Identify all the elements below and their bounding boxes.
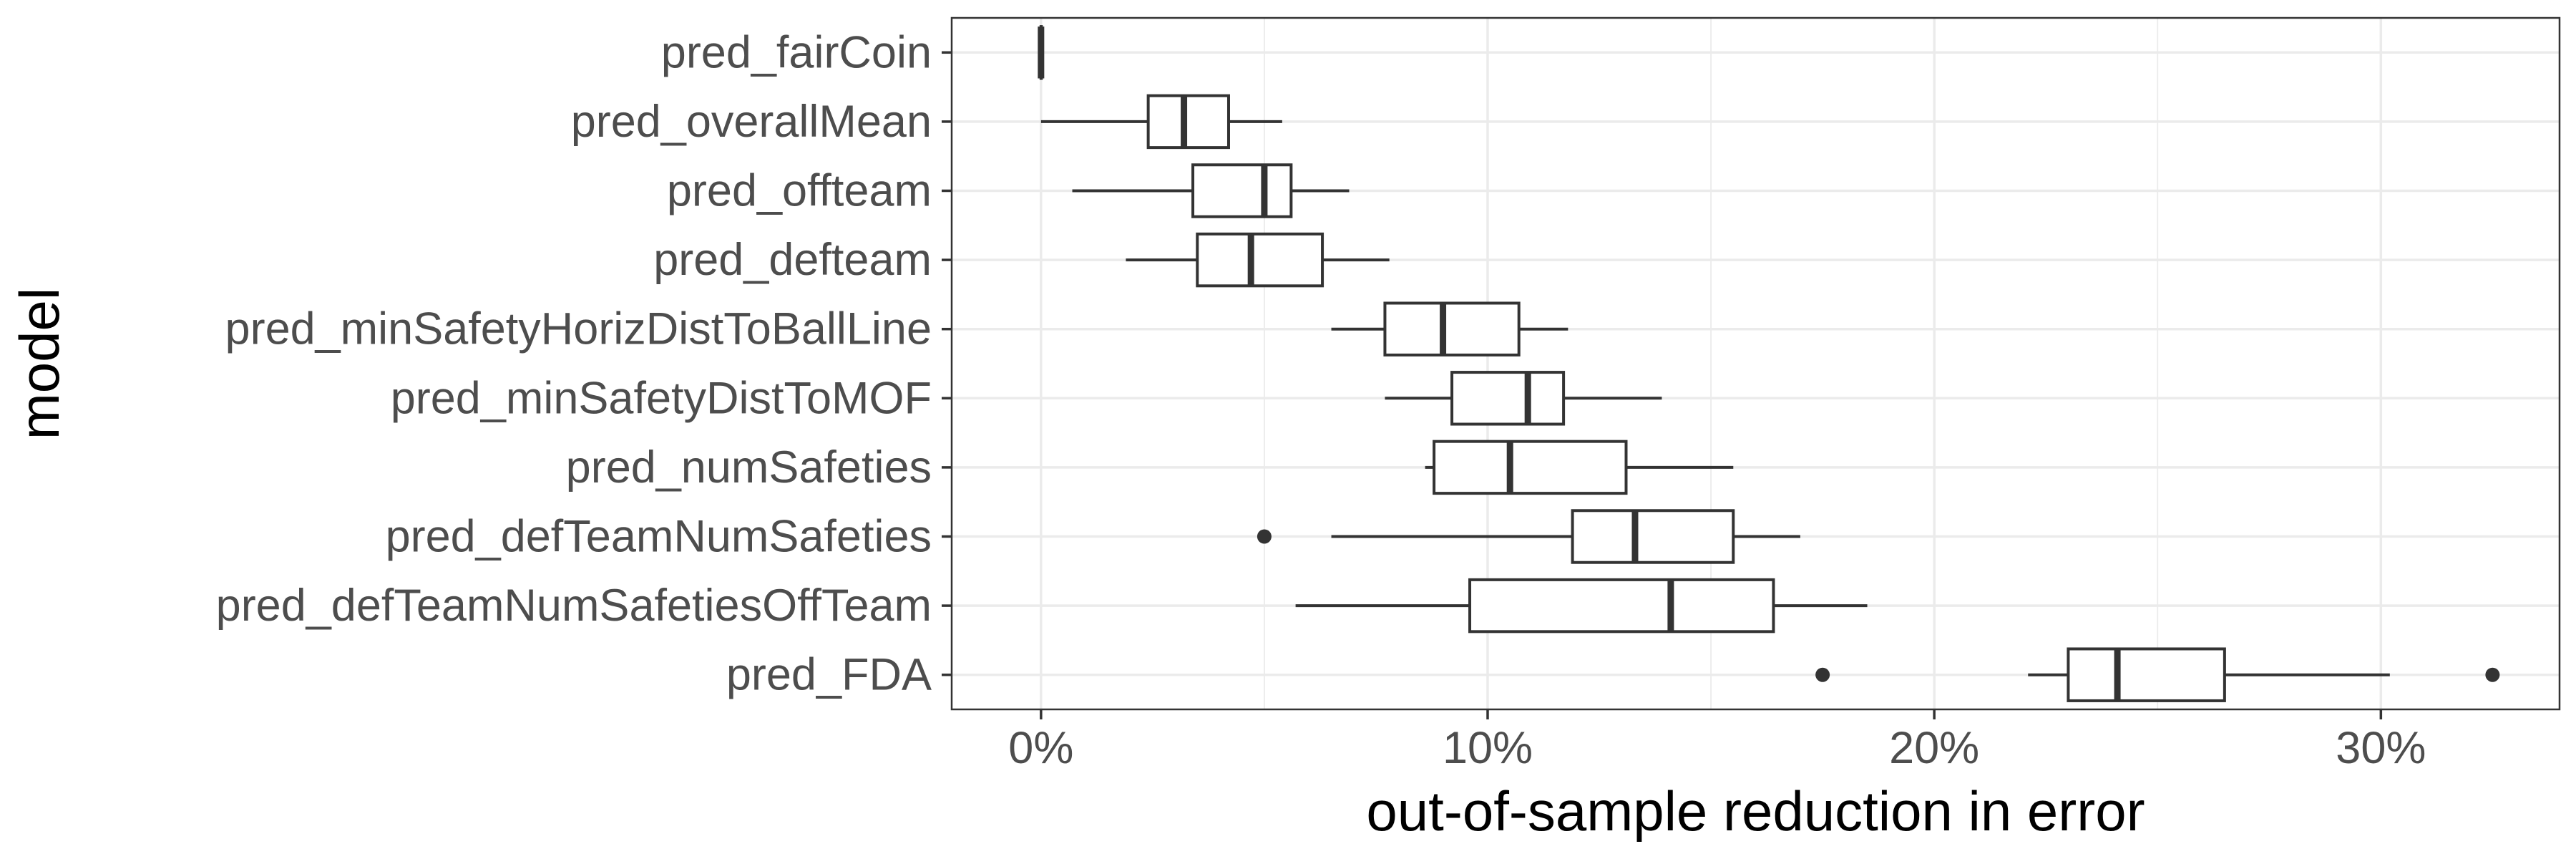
box-pred_minSafetyHorizDistToBallLine xyxy=(1331,301,1568,356)
y-tick-label: pred_defTeamNumSafetiesOffTeam xyxy=(216,581,932,631)
box-pred_fairCoin xyxy=(1038,25,1045,80)
outlier-point xyxy=(1257,529,1272,544)
y-tick-label: pred_numSafeties xyxy=(566,442,932,492)
x-tick-label: 20% xyxy=(1889,723,1979,773)
y-axis-title: model xyxy=(8,288,71,440)
y-tick-label: pred_minSafetyHorizDistToBallLine xyxy=(225,304,932,354)
x-axis-title: out-of-sample reduction in error xyxy=(1366,780,2145,843)
y-tick-label: pred_fairCoin xyxy=(661,27,932,77)
box-iqr xyxy=(1450,371,1566,426)
box-pred_FDA xyxy=(1815,647,2500,702)
x-tick-label: 10% xyxy=(1443,723,1533,773)
box-iqr xyxy=(1191,163,1293,218)
outlier-point xyxy=(2485,667,2500,682)
y-axis: pred_fairCoin pred_overallMean pred_offtea… xyxy=(216,27,952,700)
y-tick-label: pred_defteam xyxy=(653,235,932,285)
box-pred_overallMean xyxy=(1040,94,1282,150)
panel-border xyxy=(950,16,2561,711)
outlier-point xyxy=(1815,667,1830,682)
box-pred_defTeamNumSafeties xyxy=(1257,509,1800,564)
box-pred_minSafetyDistToMOF xyxy=(1385,371,1662,426)
box-pred_defteam xyxy=(1126,232,1390,288)
box-iqr xyxy=(1196,232,1324,288)
x-axis: 0% 10% 20% 30% xyxy=(1008,709,2426,773)
y-tick-label: pred_FDA xyxy=(726,650,932,700)
x-tick-label: 0% xyxy=(1008,723,1073,773)
boxes-layer xyxy=(1038,25,2500,702)
x-tick-label: 30% xyxy=(2336,723,2426,773)
box-iqr xyxy=(1571,509,1735,564)
box-pred_offteam xyxy=(1072,163,1350,218)
box-iqr xyxy=(1433,440,1628,495)
y-tick-label: pred_minSafetyDistToMOF xyxy=(391,373,932,423)
y-tick-label: pred_overallMean xyxy=(571,97,932,147)
box-pred_numSafeties xyxy=(1425,440,1734,495)
box-iqr xyxy=(2067,647,2226,702)
y-tick-label: pred_defTeamNumSafeties xyxy=(386,512,932,562)
box-pred_defTeamNumSafetiesOffTeam xyxy=(1295,578,1868,634)
box-iqr xyxy=(1146,94,1230,150)
y-tick-label: pred_offteam xyxy=(667,166,932,216)
box-iqr xyxy=(1468,578,1775,634)
box-iqr xyxy=(1383,301,1521,356)
